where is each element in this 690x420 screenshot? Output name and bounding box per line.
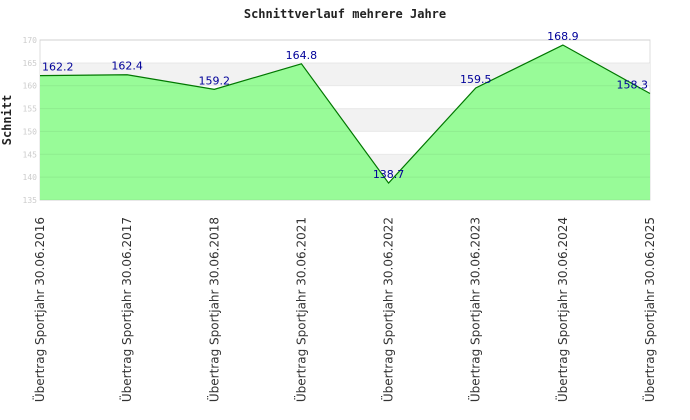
data-label: 159.5: [460, 73, 492, 86]
y-tick-label: 140: [23, 173, 38, 182]
y-axis-label: Schnitt: [0, 95, 14, 146]
x-tick-label: Übertrag Sportjahr 30.06.2016: [31, 217, 47, 402]
data-label: 158.3: [617, 78, 649, 91]
data-label: 138.7: [373, 168, 405, 181]
y-tick-label: 170: [23, 36, 38, 45]
data-label: 159.2: [199, 74, 231, 87]
series-line: [39, 44, 651, 185]
x-tick-label: Übertrag Sportjahr 30.06.2022: [380, 217, 396, 402]
y-tick-label: 145: [23, 150, 38, 159]
data-label: 162.2: [42, 61, 74, 74]
chart-title: Schnittverlauf mehrere Jahre: [244, 7, 446, 21]
area-fill: [40, 45, 650, 201]
x-tick-label: Übertrag Sportjahr 30.06.2023: [467, 217, 483, 402]
y-tick-label: 155: [23, 105, 38, 114]
y-tick-label: 150: [23, 127, 38, 136]
y-tick-label: 135: [23, 196, 38, 205]
x-tick-label: Übertrag Sportjahr 30.06.2024: [554, 217, 570, 402]
y-tick-label: 165: [23, 59, 38, 68]
data-label: 162.4: [111, 60, 143, 73]
data-label: 164.8: [286, 49, 318, 62]
x-tick-label: Übertrag Sportjahr 30.06.2018: [205, 217, 221, 402]
data-label: 168.9: [547, 30, 579, 43]
y-tick-label: 160: [23, 82, 38, 91]
x-tick-label: Übertrag Sportjahr 30.06.2025: [641, 217, 657, 402]
x-tick-label: Übertrag Sportjahr 30.06.2017: [118, 217, 134, 402]
x-tick-label: Übertrag Sportjahr 30.06.2021: [292, 217, 308, 402]
